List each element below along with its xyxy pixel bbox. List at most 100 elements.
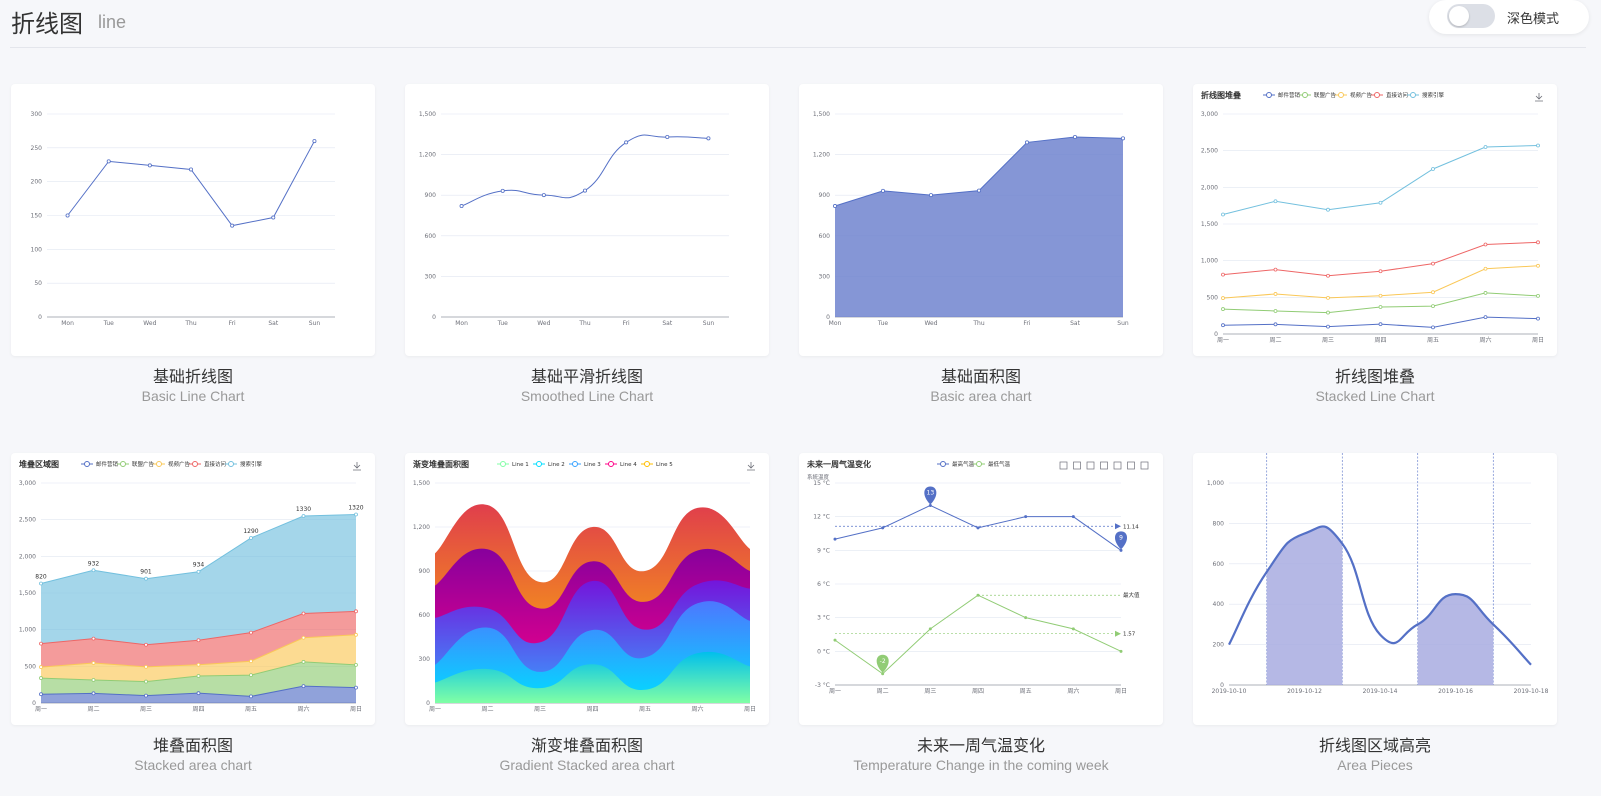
data-point	[928, 627, 932, 631]
data-point	[1536, 316, 1540, 321]
data-point	[928, 193, 933, 198]
x-tick-label: 周一	[1217, 337, 1229, 344]
markpoint-label: 13	[927, 489, 935, 496]
y-tick-label: 1,500	[19, 590, 36, 597]
legend-label: 直接访问	[1386, 91, 1408, 99]
data-point	[582, 188, 587, 193]
data-point	[1431, 261, 1435, 266]
data-point	[1071, 515, 1075, 519]
data-point	[249, 630, 253, 635]
chart-card[interactable]: 0 500 1,000 1,500 2,000 2,500 3,000 周一 周二 周三 周四 周五 周…	[11, 453, 375, 773]
y-tick-label: 2,500	[19, 517, 36, 524]
x-tick-label: 周三	[1322, 337, 1334, 344]
y-tick-label: 0	[1220, 682, 1224, 689]
data-label: 901	[140, 569, 152, 576]
chart-thumbnail[interactable]: 0 500 1,000 1,500 2,000 2,500 3,000 周一 周二 周三 周四 周五 周…	[1193, 84, 1557, 356]
x-tick-label: 2019-10-16	[1438, 688, 1473, 695]
x-tick-label: Thu	[184, 320, 196, 327]
x-tick-label: 周三	[924, 688, 936, 695]
x-tick-label: 周二	[877, 688, 889, 695]
y-tick-label: 1,500	[1201, 221, 1218, 228]
chart-svg: 0 500 1,000 1,500 2,000 2,500 3,000 周一 周二 周三 周四 周五 周…	[19, 459, 364, 713]
chart-thumbnail[interactable]: 0 500 1,000 1,500 2,000 2,500 3,000 周一 周二 周三 周四 周五 周…	[11, 453, 375, 725]
page-subtitle: line	[98, 12, 127, 32]
download-icon	[1535, 93, 1543, 102]
x-tick-label: 周三	[140, 706, 152, 713]
x-tick-label: Fri	[623, 320, 630, 327]
data-point	[301, 611, 306, 616]
y-tick-label: 1,200	[813, 152, 830, 159]
markpoint-pin	[924, 486, 937, 505]
data-point	[459, 204, 464, 209]
data-point	[1024, 515, 1028, 519]
data-point	[1378, 293, 1383, 298]
chart-thumbnail[interactable]: 0 200 400 600 800 1,000 2019-10-10 2019-10-12 20…	[1193, 453, 1557, 725]
legend-label: Line 5	[656, 462, 673, 468]
x-tick-label: 周五	[1020, 688, 1032, 695]
chart-thumbnail[interactable]: 0 300 600 900 1,200 1,500 周一 周二 周三 周四 周五 周六 周日 渐变堆叠面积…	[405, 453, 769, 725]
card-title-en: Temperature Change in the coming week	[853, 757, 1109, 773]
x-tick-label: 周四	[586, 706, 598, 713]
data-point	[230, 223, 235, 228]
data-label: 820	[35, 573, 47, 580]
data-point	[144, 576, 148, 581]
y-tick-label: 1,000	[1207, 480, 1224, 487]
avg-label: 1.57	[1123, 632, 1136, 638]
chart-title: 未来一周气温变化	[806, 459, 871, 469]
data-point	[1071, 627, 1075, 631]
chart-svg: 0 300 600 900 1,200 1,500 Mon Tue Wed Thu Fri Sat Su…	[813, 111, 1129, 327]
chart-card[interactable]: -3 °C 0 °C 3 °C 6 °C 9 °C 12 °C 15 °C 周一 周二 周三 周四 周…	[799, 453, 1163, 773]
data-view-icon	[1086, 461, 1095, 470]
data-point	[354, 512, 358, 517]
chart-card[interactable]: 0 200 400 600 800 1,000 2019-10-10 2019-10-12 20…	[1193, 453, 1557, 773]
markline-arrow	[1115, 630, 1121, 637]
chart-card[interactable]: 0 300 600 900 1,200 1,500 周一 周二 周三 周四 周五 周六 周日 渐变堆叠面积…	[405, 453, 769, 773]
card-title-en: Basic Line Chart	[141, 388, 245, 404]
legend-marker	[192, 461, 198, 467]
data-point	[39, 581, 43, 586]
data-point	[1431, 325, 1435, 330]
dark-mode-toggle[interactable]: 深色模式	[1429, 0, 1589, 34]
data-point	[881, 672, 885, 676]
data-point	[1536, 293, 1540, 298]
chart-card[interactable]: 0 50 100 150 200 250 300 Mon Tue Wed Thu Fri Sat Sun 基…	[11, 84, 375, 404]
toggle-knob[interactable]	[1449, 6, 1469, 26]
x-tick-label: Sun	[703, 320, 715, 327]
data-point	[1273, 267, 1278, 272]
data-point	[833, 537, 837, 541]
legend-marker	[976, 461, 982, 467]
card-title-en: Stacked area chart	[134, 757, 252, 773]
legend-label: 最高气温	[952, 460, 975, 468]
legend-marker	[1266, 92, 1272, 98]
chart-thumbnail[interactable]: 0 300 600 900 1,200 1,500 Mon Tue Wed Thu Fri Sat Su…	[799, 84, 1163, 356]
chart-card[interactable]: 0 300 600 900 1,200 1,500 Mon Tue Wed Thu Fri Sat Su…	[799, 84, 1163, 404]
download-icon	[353, 462, 361, 471]
chart-card[interactable]: 0 500 1,000 1,500 2,000 2,500 3,000 周一 周二 周三 周四 周五 周…	[1193, 84, 1557, 404]
y-tick-label: 1,500	[813, 111, 830, 118]
y-tick-label: 300	[819, 273, 831, 280]
data-label: 932	[88, 560, 100, 567]
zoom-reset-icon	[1073, 461, 1081, 470]
x-tick-label: Fri	[1023, 320, 1030, 327]
data-point	[1483, 291, 1488, 295]
x-tick-label: 周六	[297, 705, 309, 713]
chart-thumbnail[interactable]: 0 50 100 150 200 250 300 Mon Tue Wed Thu Fri Sat Sun	[11, 84, 375, 356]
legend-label: 最低气温	[988, 460, 1011, 468]
chart-thumbnail[interactable]: -3 °C 0 °C 3 °C 6 °C 9 °C 12 °C 15 °C 周一 周二 周三 周四 周…	[799, 453, 1163, 725]
max-label: 最大值	[1123, 591, 1140, 599]
avg-label: 11.14	[1123, 524, 1139, 530]
data-point	[39, 676, 43, 680]
chart-card[interactable]: 0 300 600 900 1,200 1,500 Mon Tue Wed Thu Fri Sat Su…	[405, 84, 769, 404]
data-point	[706, 136, 711, 141]
page-title: 折线图	[11, 10, 83, 38]
y-tick-label: 500	[25, 663, 37, 670]
data-point	[665, 135, 670, 140]
data-point	[91, 661, 96, 665]
data-point	[65, 213, 70, 218]
data-point	[1273, 292, 1278, 296]
legend-marker	[940, 461, 946, 467]
data-point	[354, 685, 358, 690]
chart-thumbnail[interactable]: 0 300 600 900 1,200 1,500 Mon Tue Wed Thu Fri Sat Su…	[405, 84, 769, 356]
data-point	[1483, 145, 1488, 149]
x-tick-label: Wed	[143, 320, 156, 327]
